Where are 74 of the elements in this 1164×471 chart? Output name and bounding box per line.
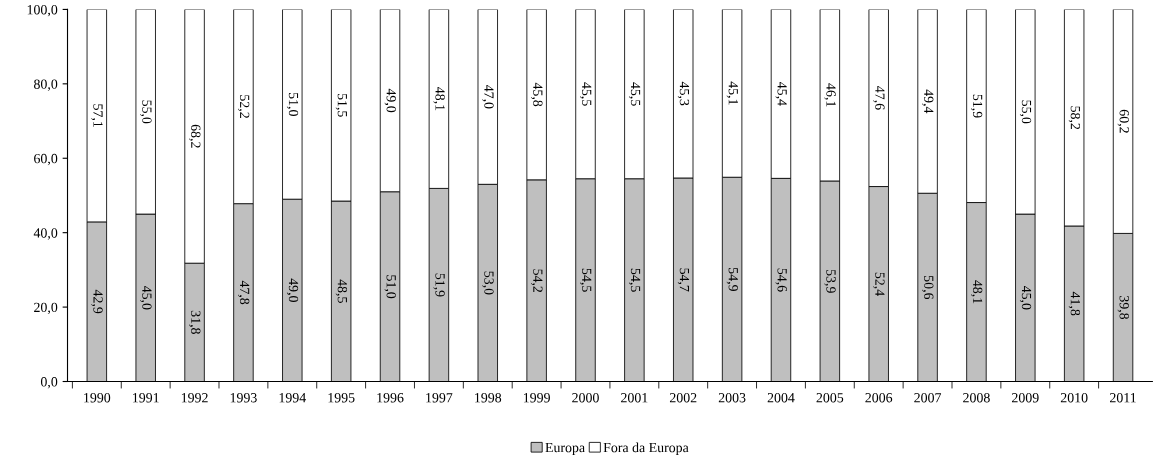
data-label: 45,1 xyxy=(726,81,738,105)
x-tick-label: 1997 xyxy=(426,393,453,403)
legend-label: Europa xyxy=(545,443,585,456)
x-tick-label: 2000 xyxy=(572,393,599,403)
data-label: 47,0 xyxy=(482,84,494,109)
data-label: 54,5 xyxy=(628,268,641,292)
data-label: 39,8 xyxy=(1117,295,1129,320)
data-label: 54,9 xyxy=(726,268,738,291)
x-tick-label: 2011 xyxy=(1110,393,1136,403)
data-label: 45,8 xyxy=(531,82,543,107)
data-label: 54,7 xyxy=(677,268,690,292)
data-label: 55,0 xyxy=(140,100,152,124)
data-label: 47,8 xyxy=(237,280,250,305)
data-label: 42,9 xyxy=(91,289,103,314)
x-tick-label: 1992 xyxy=(181,393,208,403)
x-tick-label: 2004 xyxy=(767,393,795,403)
data-label: 31,8 xyxy=(189,310,201,334)
y-tick-label: 40,0 xyxy=(33,228,58,240)
data-label: 51,5 xyxy=(335,93,347,117)
data-label: 51,0 xyxy=(286,92,299,116)
x-tick-label: 1995 xyxy=(328,393,355,403)
data-label: 46,1 xyxy=(824,83,836,107)
x-tick-label: 1990 xyxy=(84,393,111,403)
data-label: 53,0 xyxy=(482,271,494,295)
data-label: 55,0 xyxy=(1019,100,1032,124)
data-label: 54,5 xyxy=(580,268,592,292)
data-label: 53,9 xyxy=(824,269,836,293)
data-label: 45,0 xyxy=(140,285,152,310)
x-tick-label: 1998 xyxy=(475,393,502,403)
data-label: 49,4 xyxy=(922,89,934,114)
x-tick-label: 2005 xyxy=(816,393,844,403)
data-label: 52,2 xyxy=(237,95,250,118)
data-label: 51,9 xyxy=(970,94,983,118)
data-label: 48,1 xyxy=(970,280,983,304)
data-label: 54,2 xyxy=(531,269,543,293)
x-tick-label: 2003 xyxy=(718,393,746,403)
y-tick-label: 100,0 xyxy=(27,5,58,17)
x-tick-label: 1994 xyxy=(279,393,306,403)
data-label: 49,0 xyxy=(286,278,299,302)
data-label: 57,1 xyxy=(91,104,103,127)
x-tick-label: 2001 xyxy=(621,393,648,403)
data-label: 51,0 xyxy=(384,275,396,299)
x-tick-label: 1993 xyxy=(230,393,257,403)
data-label: 49,0 xyxy=(384,88,396,113)
data-label: 45,4 xyxy=(775,82,787,106)
data-label: 60,2 xyxy=(1117,109,1129,133)
data-label: 41,8 xyxy=(1068,291,1081,316)
x-tick-label: 2008 xyxy=(963,393,990,403)
data-label: 48,5 xyxy=(335,279,348,303)
x-tick-label: 2010 xyxy=(1060,393,1088,403)
data-label: 54,6 xyxy=(775,268,787,292)
y-tick-label: 60,0 xyxy=(34,153,58,166)
data-label: 45,3 xyxy=(677,81,690,106)
data-label: 45,5 xyxy=(628,82,641,106)
x-tick-label: 2006 xyxy=(865,393,893,403)
data-label: 47,6 xyxy=(873,86,885,110)
x-tick-label: 2007 xyxy=(914,393,942,403)
x-tick-label: 1999 xyxy=(523,393,550,403)
data-label: 68,2 xyxy=(189,124,201,148)
data-label: 51,9 xyxy=(433,273,445,297)
data-label: 50,6 xyxy=(922,276,934,300)
x-tick-label: 2009 xyxy=(1012,393,1039,403)
data-label: 52,4 xyxy=(873,272,885,296)
data-label: 45,5 xyxy=(580,82,592,106)
y-tick-label: 80,0 xyxy=(34,79,58,91)
x-tick-label: 1996 xyxy=(377,393,404,403)
data-label: 58,2 xyxy=(1068,106,1081,130)
x-tick-label: 1991 xyxy=(133,393,159,403)
y-tick-label: 0,0 xyxy=(40,377,58,389)
legend-label: Fora da Europa xyxy=(603,442,689,456)
y-tick-label: 20,0 xyxy=(34,302,58,315)
x-tick-label: 2002 xyxy=(669,393,697,403)
data-label: 45,0 xyxy=(1019,285,1032,310)
data-label: 48,1 xyxy=(433,87,445,111)
